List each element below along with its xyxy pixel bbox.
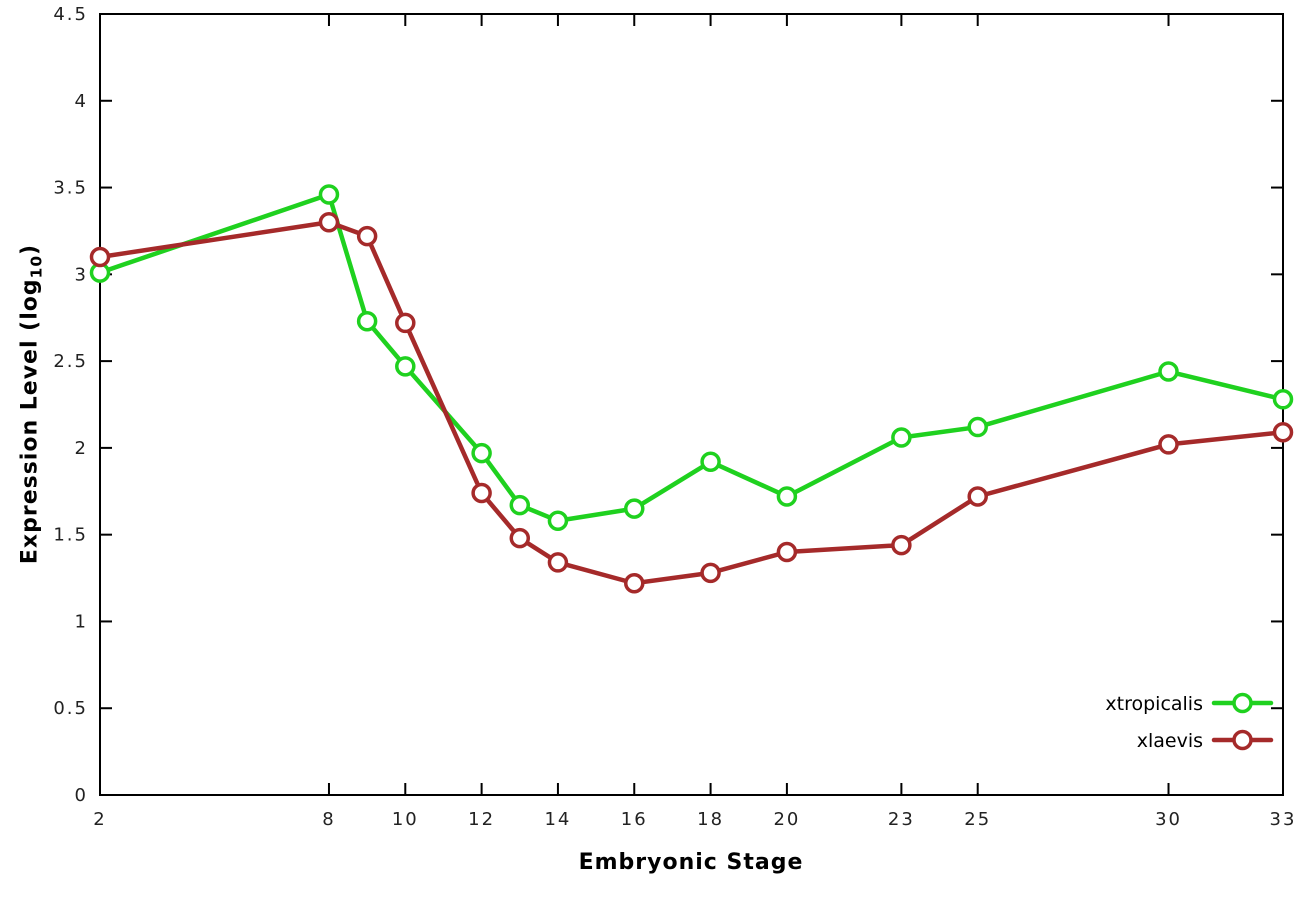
data-point-marker-xtropicalis xyxy=(1158,361,1179,382)
data-point-marker-xtropicalis xyxy=(471,442,492,464)
series-line-xlaevis xyxy=(97,220,1286,586)
data-point-marker-xlaevis xyxy=(318,212,340,233)
data-point-marker-xlaevis xyxy=(1158,434,1179,455)
series-line-xtropicalis xyxy=(97,192,1286,524)
data-point-marker-xtropicalis xyxy=(395,356,416,377)
data-point-marker-xlaevis xyxy=(89,246,111,268)
legend-sample-marker-xlaevis xyxy=(1232,729,1253,751)
data-point-marker-xtropicalis xyxy=(624,498,645,519)
x-axis-label-text: Embryonic Stage xyxy=(578,850,804,875)
x-tick-label: 30 xyxy=(1155,809,1182,830)
y-axis-label: Expression Level (log10) xyxy=(17,243,46,565)
data-point-marker-xlaevis xyxy=(776,541,798,563)
y-tick-label: 3 xyxy=(75,264,88,285)
y-tick-label: 2.5 xyxy=(53,351,88,372)
x-tick-label: 12 xyxy=(468,809,495,830)
y-axis-label-text: Expression Level (log xyxy=(17,278,43,565)
x-tick-label: 23 xyxy=(888,809,915,830)
data-point-marker-xlaevis xyxy=(624,573,645,594)
y-tick-label: 4 xyxy=(75,91,88,112)
x-tick-label: 10 xyxy=(392,809,419,830)
x-tick-label: 18 xyxy=(697,809,724,830)
legend-label-xlaevis: xlaevis xyxy=(1137,730,1203,752)
y-tick-label: 0.5 xyxy=(53,698,88,719)
data-point-marker-xlaevis xyxy=(891,534,912,556)
x-tick-label: 20 xyxy=(773,809,800,830)
y-tick-label: 2 xyxy=(75,438,88,459)
data-point-marker-xlaevis xyxy=(547,552,569,573)
plot-border xyxy=(99,13,1284,796)
y-tick-label: 4.5 xyxy=(53,4,88,25)
x-tick-label: 8 xyxy=(322,809,335,830)
x-tick-label: 2 xyxy=(93,809,106,830)
data-point-marker-xtropicalis xyxy=(891,427,912,448)
y-axis-label-subscript: 10 xyxy=(27,254,46,279)
data-point-marker-xlaevis xyxy=(1272,422,1294,443)
data-point-marker-xtropicalis xyxy=(700,451,721,473)
x-tick-label: 33 xyxy=(1270,809,1296,830)
y-tick-label: 0 xyxy=(75,785,88,806)
data-point-marker-xtropicalis xyxy=(318,184,340,205)
x-tick-label: 14 xyxy=(544,809,571,830)
data-point-marker-xlaevis xyxy=(967,486,988,507)
data-point-marker-xtropicalis xyxy=(356,310,378,332)
y-tick-label: 3.5 xyxy=(53,178,88,199)
data-point-marker-xlaevis xyxy=(356,225,378,247)
data-point-marker-xtropicalis xyxy=(967,416,988,438)
data-point-marker-xlaevis xyxy=(395,312,416,334)
data-point-marker-xtropicalis xyxy=(776,486,798,507)
y-tick-label: 1 xyxy=(75,611,88,632)
data-point-marker-xlaevis xyxy=(509,527,531,549)
x-tick-label: 25 xyxy=(964,809,991,830)
data-point-marker-xtropicalis xyxy=(1272,389,1294,410)
data-point-marker-xtropicalis xyxy=(509,494,531,516)
y-axis-label-suffix: ) xyxy=(17,243,43,255)
data-point-marker-xlaevis xyxy=(471,482,492,504)
y-tick-label: 1.5 xyxy=(53,525,88,546)
x-axis-label: Embryonic Stage xyxy=(579,850,804,875)
legend-sample-marker-xtropicalis xyxy=(1232,692,1253,714)
data-point-marker-xlaevis xyxy=(700,562,721,584)
legend-label-xtropicalis: xtropicalis xyxy=(1105,693,1203,715)
data-point-marker-xtropicalis xyxy=(547,510,569,532)
x-tick-label: 16 xyxy=(621,809,648,830)
